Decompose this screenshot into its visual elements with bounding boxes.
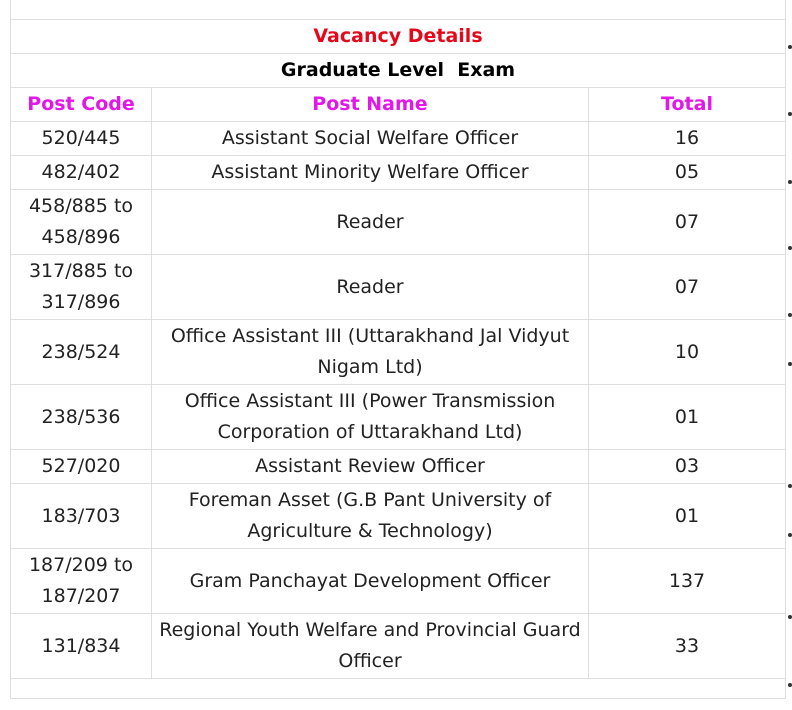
subtitle-row: Graduate Level Exam [9,53,787,88]
bullet-icon [788,683,792,687]
post-code: 482/402 [10,155,152,190]
table-row: 520/445 Assistant Social Welfare Officer… [10,121,787,156]
post-total: 33 [587,613,787,679]
empty-cell [9,0,787,20]
post-total: 01 [587,384,787,450]
post-name: Office Assistant III (Uttarakhand Jal Vi… [151,319,589,385]
bullet-icon [788,246,792,250]
post-name: Regional Youth Welfare and Provincial Gu… [151,613,589,679]
empty-cell [9,678,787,699]
post-total: 03 [587,449,787,484]
post-name: Gram Panchayat Development Officer [151,548,589,614]
post-code: 458/885 to 458/896 [10,189,152,255]
post-total: 01 [587,483,787,549]
post-code: 187/209 to 187/207 [10,548,152,614]
post-name: Reader [151,254,589,320]
bullet-icon [788,533,792,537]
table-row: 238/524 Office Assistant III (Uttarakhan… [10,319,787,385]
bullet-icon [788,180,792,184]
post-name: Office Assistant III (Power Transmission… [151,384,589,450]
empty-bottom-row [9,678,787,699]
bullet-icon [788,112,792,116]
post-code: 520/445 [10,121,152,156]
post-name: Foreman Asset (G.B Pant University of Ag… [151,483,589,549]
table-row: 183/703 Foreman Asset (G.B Pant Universi… [10,483,787,549]
empty-top-row [9,0,787,20]
table-row: 527/020 Assistant Review Officer 03 [10,449,787,484]
header-post-name: Post Name [151,87,589,122]
bullet-icon [788,484,792,488]
post-total: 07 [587,189,787,255]
bullet-icon [788,313,792,317]
post-code: 131/834 [10,613,152,679]
post-name: Assistant Social Welfare Officer [151,121,589,156]
table-row: 482/402 Assistant Minority Welfare Offic… [10,155,787,190]
vacancy-table: Vacancy Details Graduate Level Exam Post… [9,0,787,699]
post-code: 238/524 [10,319,152,385]
post-total: 07 [587,254,787,320]
post-code: 238/536 [10,384,152,450]
post-total: 05 [587,155,787,190]
bullet-icon [788,45,792,49]
post-name: Assistant Minority Welfare Officer [151,155,589,190]
post-total: 137 [587,548,787,614]
header-post-code: Post Code [10,87,152,122]
bullet-icon [788,362,792,366]
bullet-icon [788,615,792,619]
table-row: 131/834 Regional Youth Welfare and Provi… [10,613,787,679]
post-total: 10 [587,319,787,385]
post-code: 527/020 [10,449,152,484]
table-row: 238/536 Office Assistant III (Power Tran… [10,384,787,450]
table-subtitle: Graduate Level Exam [9,53,787,88]
header-row: Post Code Post Name Total [10,87,787,122]
table-row: 187/209 to 187/207 Gram Panchayat Develo… [10,548,787,614]
post-total: 16 [587,121,787,156]
table-row: 317/885 to 317/896 Reader 07 [10,254,787,320]
header-total: Total [587,87,787,122]
table-row: 458/885 to 458/896 Reader 07 [10,189,787,255]
post-code: 183/703 [10,483,152,549]
table-title: Vacancy Details [9,19,787,54]
post-code: 317/885 to 317/896 [10,254,152,320]
post-name: Assistant Review Officer [151,449,589,484]
post-name: Reader [151,189,589,255]
title-row: Vacancy Details [9,19,787,54]
